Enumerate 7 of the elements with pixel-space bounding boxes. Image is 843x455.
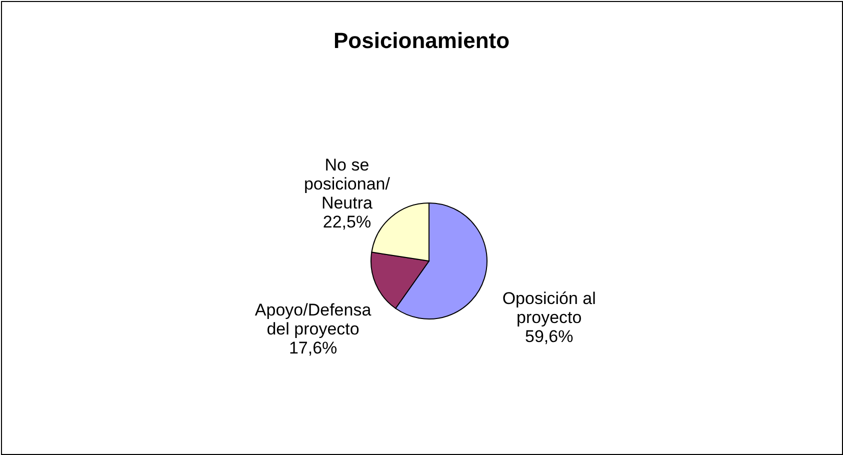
chart-title: Posicionamiento — [333, 28, 510, 53]
slice-label: Oposición al proyecto — [502, 289, 596, 328]
slice-label: No se posicionan/ Neutra — [304, 155, 390, 212]
data-label: 59,6% — [525, 327, 574, 346]
data-label: 22,5% — [322, 212, 372, 232]
slice-label: Apoyo/Defensa del proyecto — [254, 300, 372, 338]
data-label: 17,6% — [288, 338, 338, 358]
